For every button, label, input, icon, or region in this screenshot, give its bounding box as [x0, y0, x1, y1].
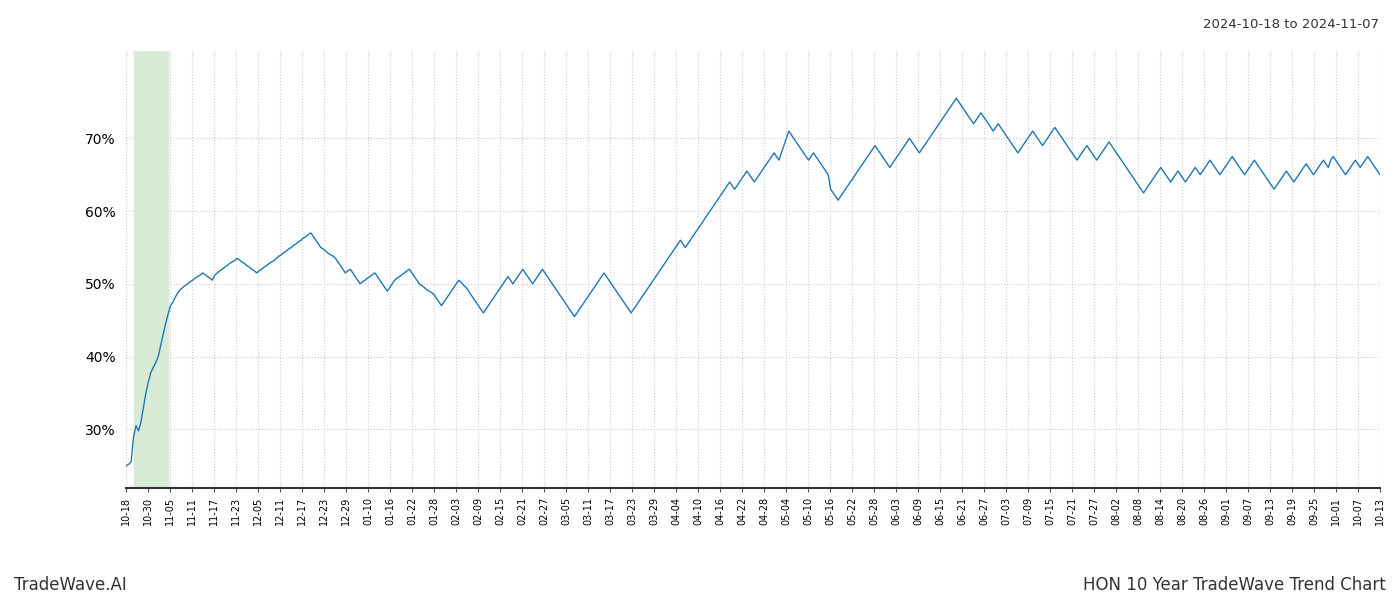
- Text: TradeWave.AI: TradeWave.AI: [14, 576, 127, 594]
- Bar: [133, 51, 168, 488]
- Text: HON 10 Year TradeWave Trend Chart: HON 10 Year TradeWave Trend Chart: [1084, 576, 1386, 594]
- Text: 2024-10-18 to 2024-11-07: 2024-10-18 to 2024-11-07: [1203, 18, 1379, 31]
